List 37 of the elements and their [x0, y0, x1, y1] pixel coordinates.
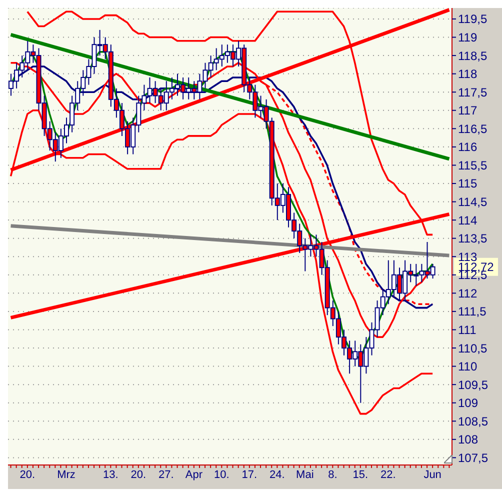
x-tick-label: Apr [185, 468, 203, 481]
y-tick-label: 118,5 [458, 48, 488, 63]
x-tick-label: 24. [270, 468, 285, 481]
y-tick-label: 113,5 [458, 232, 488, 246]
y-tick-label: 116,5 [458, 122, 488, 136]
x-tick-label: 27. [158, 468, 174, 481]
y-tick-label: 117 [458, 104, 478, 118]
y-tick-label: 109,5 [458, 378, 488, 392]
x-tick-label: 20. [130, 468, 146, 481]
x-tick-label: 15. [352, 468, 368, 481]
y-tick-label: 107,5 [458, 450, 488, 465]
y-tick-label: 112 [458, 286, 478, 300]
y-tick-label: 117,5 [458, 85, 488, 100]
x-tick-label: 10. [214, 468, 230, 481]
x-tick-label: Jun [424, 468, 442, 481]
y-tick-label: 116 [458, 140, 478, 154]
y-tick-label: 115,5 [458, 158, 488, 172]
x-tick-label: 8. [328, 468, 338, 481]
y-tick-label: 108 [458, 432, 478, 447]
y-tick-label: 111 [458, 322, 477, 337]
y-tick-label: 118 [458, 67, 478, 82]
y-tick-label: 109 [458, 396, 478, 410]
y-tick-label: 108,5 [458, 414, 488, 428]
y-tick-label: 110 [458, 360, 478, 374]
y-tick-label: 114 [458, 213, 478, 228]
x-tick-label: 13. [103, 468, 118, 481]
y-tick-label: 119,5 [458, 12, 488, 26]
y-tick-label: 114,5 [458, 195, 488, 210]
x-tick-label: 22. [380, 468, 396, 481]
y-tick-label: 115 [458, 176, 478, 191]
x-tick-label: 17. [242, 468, 258, 481]
x-tick-label: Mai [296, 468, 314, 481]
x-tick-label: 20. [20, 468, 36, 481]
y-tick-label: 119 [458, 30, 478, 45]
x-tick-label: Mrz [57, 468, 76, 481]
y-tick-label: 110,5 [458, 341, 488, 356]
y-tick-label: 111,5 [458, 304, 487, 319]
